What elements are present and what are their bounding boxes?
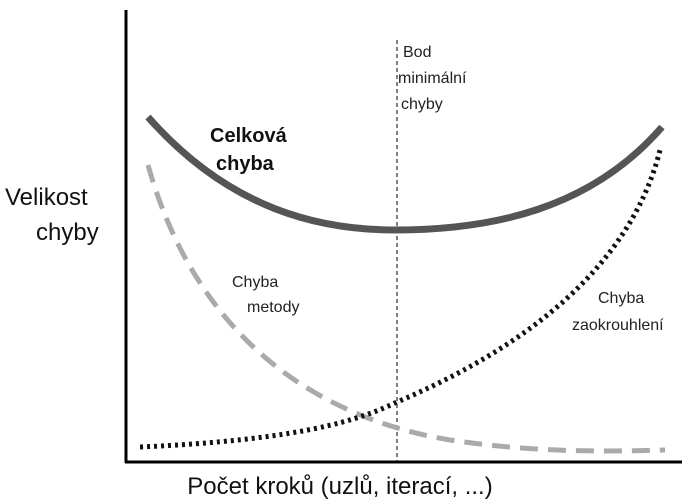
- rounding-error-curve: [139, 149, 663, 450]
- y-label: chyby: [36, 219, 99, 246]
- total-error-label: chyba: [216, 153, 275, 175]
- method-error-label: metody: [247, 299, 299, 316]
- rounding-error-label: Chyba: [598, 290, 644, 307]
- total-error-curve: [145, 114, 665, 234]
- method-error-label: Chyba: [232, 274, 278, 291]
- minimum-label: Bod: [403, 44, 431, 61]
- method-error-curve: [145, 164, 666, 454]
- minimum-label: chyby: [401, 96, 443, 113]
- x-label: Počet kroků (uzlů, iterací, ...): [187, 473, 492, 500]
- total-error-label: Celková: [210, 125, 288, 147]
- y-label: Velikost: [5, 184, 88, 211]
- minimum-label: minimální: [398, 70, 467, 87]
- rounding-error-label: zaokrouhlení: [572, 317, 664, 334]
